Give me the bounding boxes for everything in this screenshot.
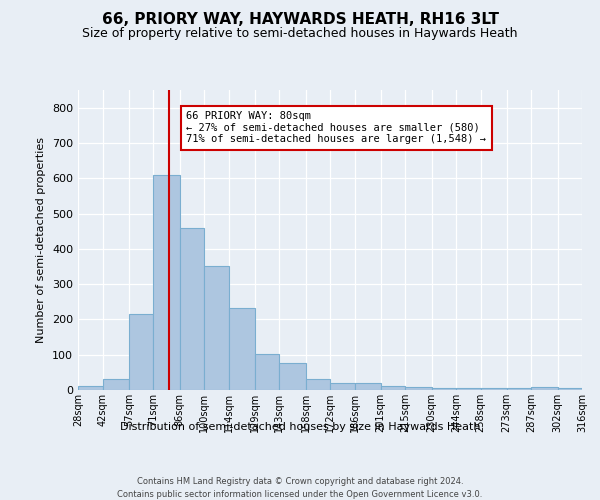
Text: 66, PRIORY WAY, HAYWARDS HEATH, RH16 3LT: 66, PRIORY WAY, HAYWARDS HEATH, RH16 3LT — [101, 12, 499, 28]
Bar — [103, 378, 129, 390]
Bar — [255, 354, 279, 390]
Bar — [229, 308, 255, 390]
Bar — [305, 378, 330, 390]
Bar — [78, 386, 103, 390]
Bar — [481, 388, 507, 390]
Bar — [531, 387, 557, 390]
Text: Distribution of semi-detached houses by size in Haywards Heath: Distribution of semi-detached houses by … — [120, 422, 480, 432]
Bar — [153, 174, 179, 390]
Bar — [405, 387, 431, 390]
Bar — [330, 383, 355, 390]
Bar — [279, 363, 305, 390]
Text: Contains HM Land Registry data © Crown copyright and database right 2024.: Contains HM Land Registry data © Crown c… — [137, 478, 463, 486]
Text: Size of property relative to semi-detached houses in Haywards Heath: Size of property relative to semi-detach… — [82, 28, 518, 40]
Bar — [381, 386, 405, 390]
Bar — [557, 388, 582, 390]
Bar — [129, 314, 153, 390]
Bar — [431, 388, 456, 390]
Text: 66 PRIORY WAY: 80sqm
← 27% of semi-detached houses are smaller (580)
71% of semi: 66 PRIORY WAY: 80sqm ← 27% of semi-detac… — [187, 111, 487, 144]
Y-axis label: Number of semi-detached properties: Number of semi-detached properties — [37, 137, 46, 343]
Bar — [355, 383, 381, 390]
Bar — [204, 266, 229, 390]
Bar — [507, 388, 531, 390]
Text: Contains public sector information licensed under the Open Government Licence v3: Contains public sector information licen… — [118, 490, 482, 499]
Bar — [179, 228, 204, 390]
Bar — [456, 388, 481, 390]
